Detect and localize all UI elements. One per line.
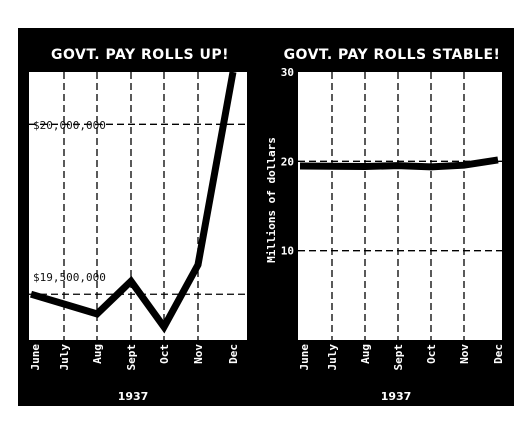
- right-x-tick-nov: Nov: [458, 344, 471, 364]
- left-x-tick-oct: Oct: [158, 344, 171, 364]
- right-y-tick-30: 30: [281, 66, 294, 79]
- annotation-label-20m: $20,000,000: [33, 119, 106, 132]
- left-panel: GOVT. PAY ROLLS UP! $20,000,000 $19,500,…: [29, 47, 247, 403]
- left-x-tick-july: July: [58, 344, 71, 371]
- left-series-line: [30, 71, 237, 334]
- right-x-tick-dec: Dec: [492, 344, 505, 364]
- right-x-tick-labels: June July Aug Sept Oct Nov Dec: [298, 344, 505, 371]
- right-x-tick-june: June: [298, 344, 311, 371]
- left-gridlines: [29, 72, 247, 340]
- left-x-tick-aug: Aug: [91, 344, 104, 364]
- left-x-tick-labels: June July Aug Sept Oct Nov Dec: [29, 344, 240, 371]
- right-x-tick-oct: Oct: [425, 344, 438, 364]
- right-year-label: 1937: [381, 390, 412, 403]
- right-panel: GOVT. PAY ROLLS STABLE! 10 20 30 Millions …: [265, 47, 505, 403]
- left-chart-title: GOVT. PAY ROLLS UP!: [51, 47, 229, 63]
- right-series-line: [299, 156, 499, 171]
- right-y-tick-labels: 10 20 30: [281, 66, 294, 258]
- left-x-tick-nov: Nov: [192, 344, 205, 364]
- left-x-tick-june: June: [29, 344, 42, 371]
- left-x-tick-dec: Dec: [227, 344, 240, 364]
- right-chart-title: GOVT. PAY ROLLS STABLE!: [284, 47, 501, 63]
- right-x-tick-sept: Sept: [392, 344, 405, 371]
- left-year-label: 1937: [118, 390, 149, 403]
- right-y-tick-20: 20: [281, 155, 294, 168]
- left-x-tick-sept: Sept: [125, 344, 138, 371]
- right-x-tick-july: July: [326, 344, 339, 371]
- right-x-tick-aug: Aug: [359, 344, 372, 364]
- panel-divider: [262, 28, 274, 406]
- right-y-axis-label: Millions of dollars: [265, 137, 278, 263]
- left-series-layer: [30, 71, 237, 334]
- annotation-label-19-5m: $19,500,000: [33, 271, 106, 284]
- right-series-layer: [299, 156, 499, 171]
- right-y-tick-10: 10: [281, 245, 294, 258]
- right-plot-area: [298, 72, 502, 340]
